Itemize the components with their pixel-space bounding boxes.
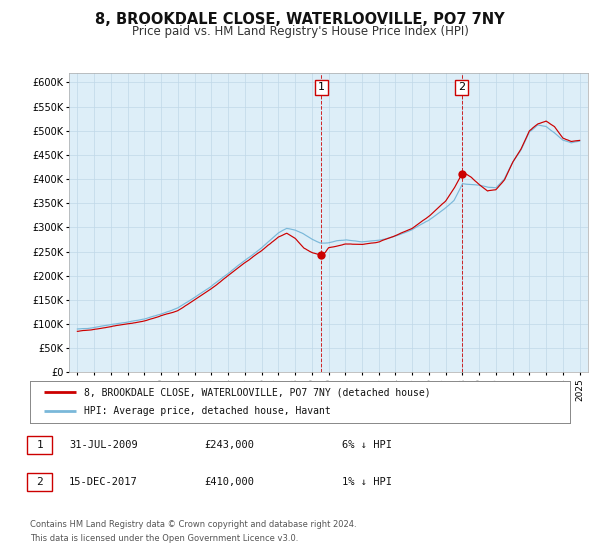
Text: 1% ↓ HPI: 1% ↓ HPI bbox=[342, 477, 392, 487]
Text: 8, BROOKDALE CLOSE, WATERLOOVILLE, PO7 7NY (detached house): 8, BROOKDALE CLOSE, WATERLOOVILLE, PO7 7… bbox=[84, 387, 431, 397]
Text: 15-DEC-2017: 15-DEC-2017 bbox=[69, 477, 138, 487]
Text: 31-JUL-2009: 31-JUL-2009 bbox=[69, 440, 138, 450]
Text: Price paid vs. HM Land Registry's House Price Index (HPI): Price paid vs. HM Land Registry's House … bbox=[131, 25, 469, 38]
Text: £410,000: £410,000 bbox=[204, 477, 254, 487]
Text: HPI: Average price, detached house, Havant: HPI: Average price, detached house, Hava… bbox=[84, 407, 331, 417]
Text: 2: 2 bbox=[36, 477, 43, 487]
Text: This data is licensed under the Open Government Licence v3.0.: This data is licensed under the Open Gov… bbox=[30, 534, 298, 543]
Text: £243,000: £243,000 bbox=[204, 440, 254, 450]
Text: 6% ↓ HPI: 6% ↓ HPI bbox=[342, 440, 392, 450]
Text: 1: 1 bbox=[36, 440, 43, 450]
Text: 8, BROOKDALE CLOSE, WATERLOOVILLE, PO7 7NY: 8, BROOKDALE CLOSE, WATERLOOVILLE, PO7 7… bbox=[95, 12, 505, 27]
Text: 1: 1 bbox=[318, 82, 325, 92]
Text: Contains HM Land Registry data © Crown copyright and database right 2024.: Contains HM Land Registry data © Crown c… bbox=[30, 520, 356, 529]
Text: 2: 2 bbox=[458, 82, 466, 92]
